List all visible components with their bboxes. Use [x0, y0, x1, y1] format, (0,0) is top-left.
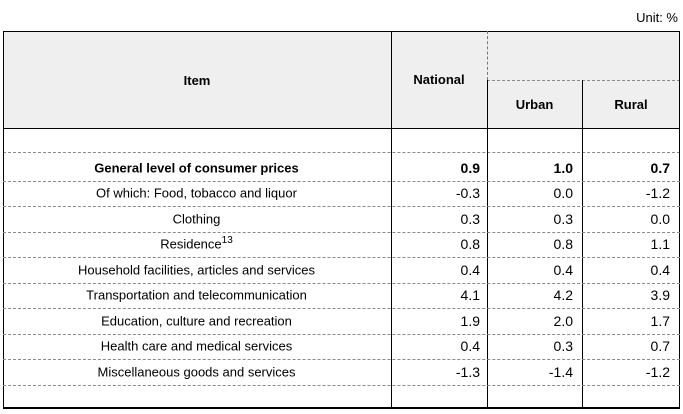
table-row: Health care and medical services 0.4 0.3 0.… — [3, 334, 680, 360]
unit-label: Unit: % — [636, 10, 678, 25]
row-national-value: -0.3 — [455, 185, 480, 202]
row-rural-value: 0.7 — [650, 338, 670, 355]
row-national-value: 0.9 — [460, 159, 480, 176]
header-rural: Rural — [582, 80, 680, 128]
col-divider-rural — [582, 80, 583, 409]
header-item: Item — [3, 31, 391, 128]
row-national-value: 1.9 — [460, 312, 480, 329]
table-row: Of which: Food, tobacco and liquor -0.3 0.… — [3, 181, 680, 207]
table-row: Miscellaneous goods and services -1.3 -1.4… — [3, 359, 680, 385]
row-rural-value: 1.1 — [650, 236, 670, 253]
table-row: Education, culture and recreation 1.9 2.0 1… — [3, 308, 680, 334]
row-urban-value: 1.0 — [553, 159, 573, 176]
header-rural-label: Rural — [614, 96, 648, 112]
row-urban-value: -1.4 — [548, 363, 573, 380]
row-national-value: 0.4 — [460, 261, 480, 278]
header-national-label: National — [413, 72, 465, 87]
col-divider-top — [487, 31, 488, 80]
row-rural-value: 0.0 — [650, 210, 670, 227]
table-bottom-border — [3, 407, 680, 409]
col-divider-national — [391, 31, 392, 409]
header-split-line — [487, 80, 680, 81]
row-national-value: 0.3 — [460, 210, 480, 227]
table-right-border — [679, 31, 680, 409]
row-item-label: Clothing — [172, 211, 221, 227]
row-rural-value: 1.7 — [650, 312, 670, 329]
row-national-value: 0.8 — [460, 236, 480, 253]
row-item-label: Transportation and telecommunication — [86, 287, 307, 303]
row-rural-value: 3.9 — [650, 287, 670, 304]
row-national-value: -1.3 — [455, 363, 480, 380]
header-urban-label: Urban — [515, 96, 554, 112]
header-national: National — [391, 31, 487, 128]
table-row: Clothing 0.3 0.3 0.0 — [3, 206, 680, 232]
row-divider — [3, 206, 680, 207]
row-item-label: Education, culture and recreation — [101, 313, 292, 329]
row-divider — [3, 359, 680, 360]
header-top-blank — [487, 31, 680, 80]
row-item-label: Of which: Food, tobacco and liquor — [96, 185, 297, 201]
table-row: Transportation and telecommunication 4.1 4… — [3, 283, 680, 309]
row-item-label: Residence13 — [160, 235, 233, 252]
footnote-marker: 13 — [221, 235, 233, 247]
row-urban-value: 0.3 — [553, 210, 573, 227]
row-rural-value: -1.2 — [645, 363, 670, 380]
row-divider — [3, 231, 680, 233]
row-national-value: 4.1 — [460, 287, 480, 304]
row-item-label: Health care and medical services — [100, 338, 293, 354]
row-item-label: Miscellaneous goods and services — [97, 364, 296, 380]
row-urban-value: 2.0 — [553, 312, 573, 329]
table-top-border — [3, 31, 680, 32]
row-rural-value: 0.7 — [650, 159, 670, 176]
row-national-value: 0.4 — [460, 338, 480, 355]
row-divider — [3, 180, 680, 182]
row-urban-value: 0.3 — [553, 338, 573, 355]
row-urban-value: 0.0 — [553, 185, 573, 202]
spacer-line — [3, 152, 680, 153]
cpi-table: Item National Urban Rural General level … — [3, 31, 680, 409]
row-divider — [3, 384, 680, 386]
table-row: Household facilities, articles and servi… — [3, 257, 680, 283]
row-rural-value: 0.4 — [650, 261, 670, 278]
table-row: Residence13 0.8 0.8 1.1 — [3, 232, 680, 258]
header-urban: Urban — [487, 80, 582, 128]
row-divider — [3, 333, 680, 335]
header-item-label: Item — [183, 73, 211, 88]
row-item-label: Household facilities, articles and servi… — [78, 262, 315, 278]
col-divider-urban — [487, 80, 488, 409]
table-row: General level of consumer prices 0.9 1.0 0.… — [3, 155, 680, 181]
row-divider — [3, 308, 680, 309]
row-urban-value: 0.4 — [553, 261, 573, 278]
table-left-border — [3, 31, 4, 409]
row-item-label: General level of consumer prices — [94, 160, 299, 176]
header-bottom-line — [3, 128, 680, 129]
row-urban-value: 4.2 — [553, 287, 573, 304]
row-divider — [3, 282, 680, 284]
row-urban-value: 0.8 — [553, 236, 573, 253]
row-rural-value: -1.2 — [645, 185, 670, 202]
row-divider — [3, 257, 680, 258]
